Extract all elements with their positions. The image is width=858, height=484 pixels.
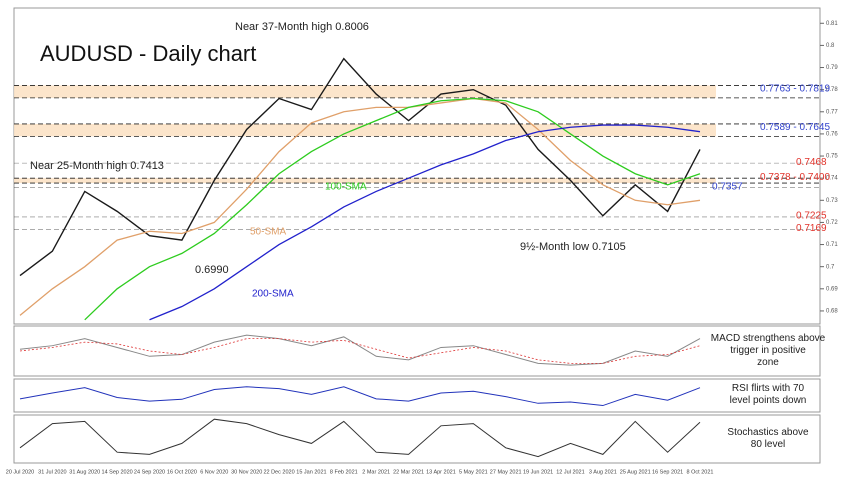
- panel-note-line: RSI flirts with 70: [732, 383, 805, 394]
- annotation: 0.6990: [195, 264, 229, 276]
- series-line: [19, 97, 701, 316]
- x-tick-label: 5 May 2021: [459, 469, 488, 475]
- annotation: 200-SMA: [252, 289, 294, 300]
- y-tick-label: 0.74: [826, 176, 838, 182]
- x-tick-label: 16 Sep 2021: [652, 469, 683, 475]
- y-tick-label: 0.76: [826, 131, 838, 137]
- x-tick-label: 19 Jun 2021: [523, 469, 553, 475]
- x-tick-label: 22 Dec 2020: [263, 469, 294, 475]
- panel-note-line: 80 level: [751, 439, 785, 450]
- x-tick-label: 3 Aug 2021: [589, 469, 617, 475]
- y-tick-label: 0.75: [826, 154, 838, 160]
- macd-signal: [19, 338, 701, 364]
- x-tick-label: 31 Jul 2020: [38, 469, 66, 475]
- level-label: 0.7378 - 0.7400: [760, 172, 830, 183]
- annotation: 50-SMA: [250, 227, 286, 238]
- y-tick-label: 0.72: [826, 220, 838, 226]
- chart-title: AUDUSD - Daily chart: [40, 41, 256, 66]
- y-tick-label: 0.77: [826, 109, 838, 115]
- y-tick-label: 0.79: [826, 65, 838, 71]
- y-tick-label: 0.68: [826, 309, 838, 315]
- x-tick-label: 30 Nov 2020: [231, 469, 262, 475]
- x-tick-label: 20 Jul 2020: [6, 469, 34, 475]
- rsi-line: [19, 386, 701, 407]
- x-tick-label: 8 Oct 2021: [687, 469, 714, 475]
- x-tick-label: 14 Sep 2020: [102, 469, 133, 475]
- panel-note: RSI flirts with 70 level points down: [730, 383, 807, 406]
- x-tick-label: 27 May 2021: [490, 469, 522, 475]
- stochastics-line: [19, 418, 701, 458]
- x-tick-label: 24 Sep 2020: [134, 469, 165, 475]
- level-label: 0.7589 - 0.7645: [760, 122, 830, 133]
- y-tick-label: 0.71: [826, 242, 838, 248]
- panel-note-line: trigger in positive: [730, 345, 806, 356]
- level-label: 0.7225: [796, 211, 827, 222]
- x-tick-label: 2 Mar 2021: [362, 469, 390, 475]
- panel-note: Stochastics above 80 level: [727, 427, 809, 450]
- y-tick-label: 0.73: [826, 198, 838, 204]
- level-band: [14, 85, 716, 98]
- annotation: Near 37-Month high 0.8006: [235, 21, 369, 33]
- y-tick-label: 0.7: [826, 264, 835, 270]
- series-line: [19, 57, 701, 277]
- x-tick-label: 12 Jul 2021: [556, 469, 584, 475]
- y-tick-label: 0.69: [826, 286, 838, 292]
- level-band: [14, 123, 716, 137]
- x-tick-label: 22 Mar 2021: [393, 469, 424, 475]
- panel-note-line: level points down: [730, 395, 807, 406]
- x-tick-label: 25 Aug 2021: [620, 469, 651, 475]
- panel-note-line: MACD strengthens above: [711, 333, 826, 344]
- main-panel: [13, 7, 821, 325]
- rsi-panel: [13, 378, 821, 413]
- x-tick-label: 31 Aug 2020: [69, 469, 100, 475]
- macd-line: [19, 334, 701, 366]
- level-label: 0.7357: [712, 181, 743, 192]
- y-tick-label: 0.78: [826, 87, 838, 93]
- level-label: 0.7169: [796, 223, 827, 234]
- panel-note-line: Stochastics above: [727, 427, 809, 438]
- y-tick-label: 0.8: [826, 43, 835, 49]
- panel-note-line: zone: [757, 357, 779, 368]
- level-label: 0.7763 - 0.7819: [760, 83, 830, 94]
- stoch-panel: [13, 414, 821, 464]
- x-tick-label: 6 Nov 2020: [200, 469, 228, 475]
- level-band: [14, 178, 716, 184]
- macd-panel: [13, 325, 821, 377]
- y-tick-label: 0.81: [826, 21, 838, 27]
- x-tick-label: 16 Oct 2020: [167, 469, 197, 475]
- level-label: 0.7468: [796, 157, 827, 168]
- x-tick-label: 8 Feb 2021: [330, 469, 358, 475]
- series-line: [149, 124, 701, 321]
- annotation: 9½-Month low 0.7105: [520, 241, 626, 253]
- x-tick-label: 15 Jan 2021: [296, 469, 326, 475]
- annotation: Near 25-Month high 0.7413: [30, 160, 164, 172]
- x-tick-label: 13 Apr 2021: [426, 469, 456, 475]
- panel-note: MACD strengthens above trigger in positiv…: [711, 333, 826, 368]
- annotation: 100-SMA: [325, 182, 367, 193]
- series-line: [84, 97, 701, 321]
